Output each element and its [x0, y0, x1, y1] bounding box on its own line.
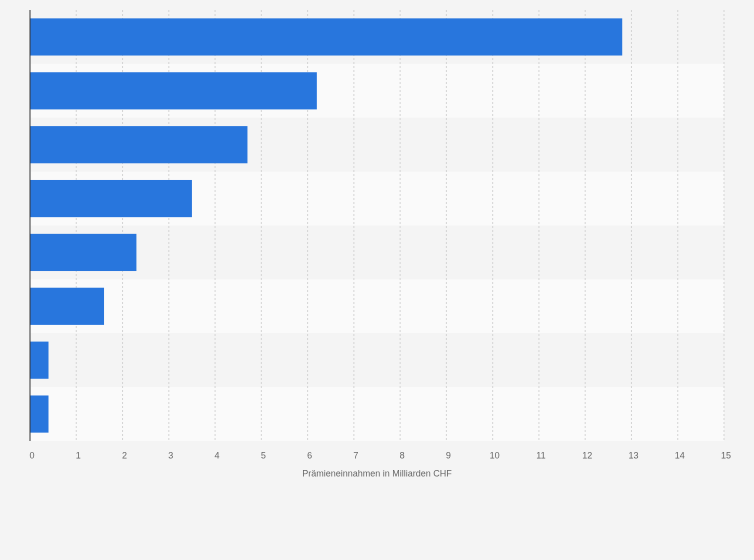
- x-tick-label: 15: [721, 450, 731, 460]
- x-tick-label: 4: [215, 450, 220, 460]
- x-axis-label: Prämieneinnahmen in Milliarden CHF: [302, 468, 452, 478]
- x-tick-label: 13: [628, 450, 638, 460]
- x-tick-label: 2: [122, 450, 127, 460]
- x-tick-label: 11: [536, 450, 545, 460]
- x-tick-label: 9: [446, 450, 451, 460]
- x-tick-label: 14: [675, 450, 685, 460]
- row-band: [30, 279, 724, 334]
- bar: [30, 126, 248, 164]
- bar: [30, 233, 137, 272]
- row-band: [30, 333, 724, 388]
- bar: [30, 287, 105, 325]
- bar: [30, 18, 623, 56]
- x-tick-label: 1: [76, 450, 81, 460]
- bar: [30, 395, 49, 433]
- x-tick-label: 3: [168, 450, 173, 460]
- x-tick-label: 8: [400, 450, 405, 460]
- x-tick-label: 10: [490, 450, 500, 460]
- x-tick-label: 0: [29, 450, 34, 460]
- x-tick-label: 6: [307, 450, 312, 460]
- row-band: [30, 387, 724, 441]
- bar: [30, 179, 192, 218]
- bar: [30, 72, 317, 110]
- x-tick-label: 5: [261, 450, 266, 460]
- bar: [30, 341, 49, 379]
- x-tick-label: 7: [353, 450, 358, 460]
- row-band: [30, 225, 724, 280]
- x-tick-label: 12: [582, 450, 592, 460]
